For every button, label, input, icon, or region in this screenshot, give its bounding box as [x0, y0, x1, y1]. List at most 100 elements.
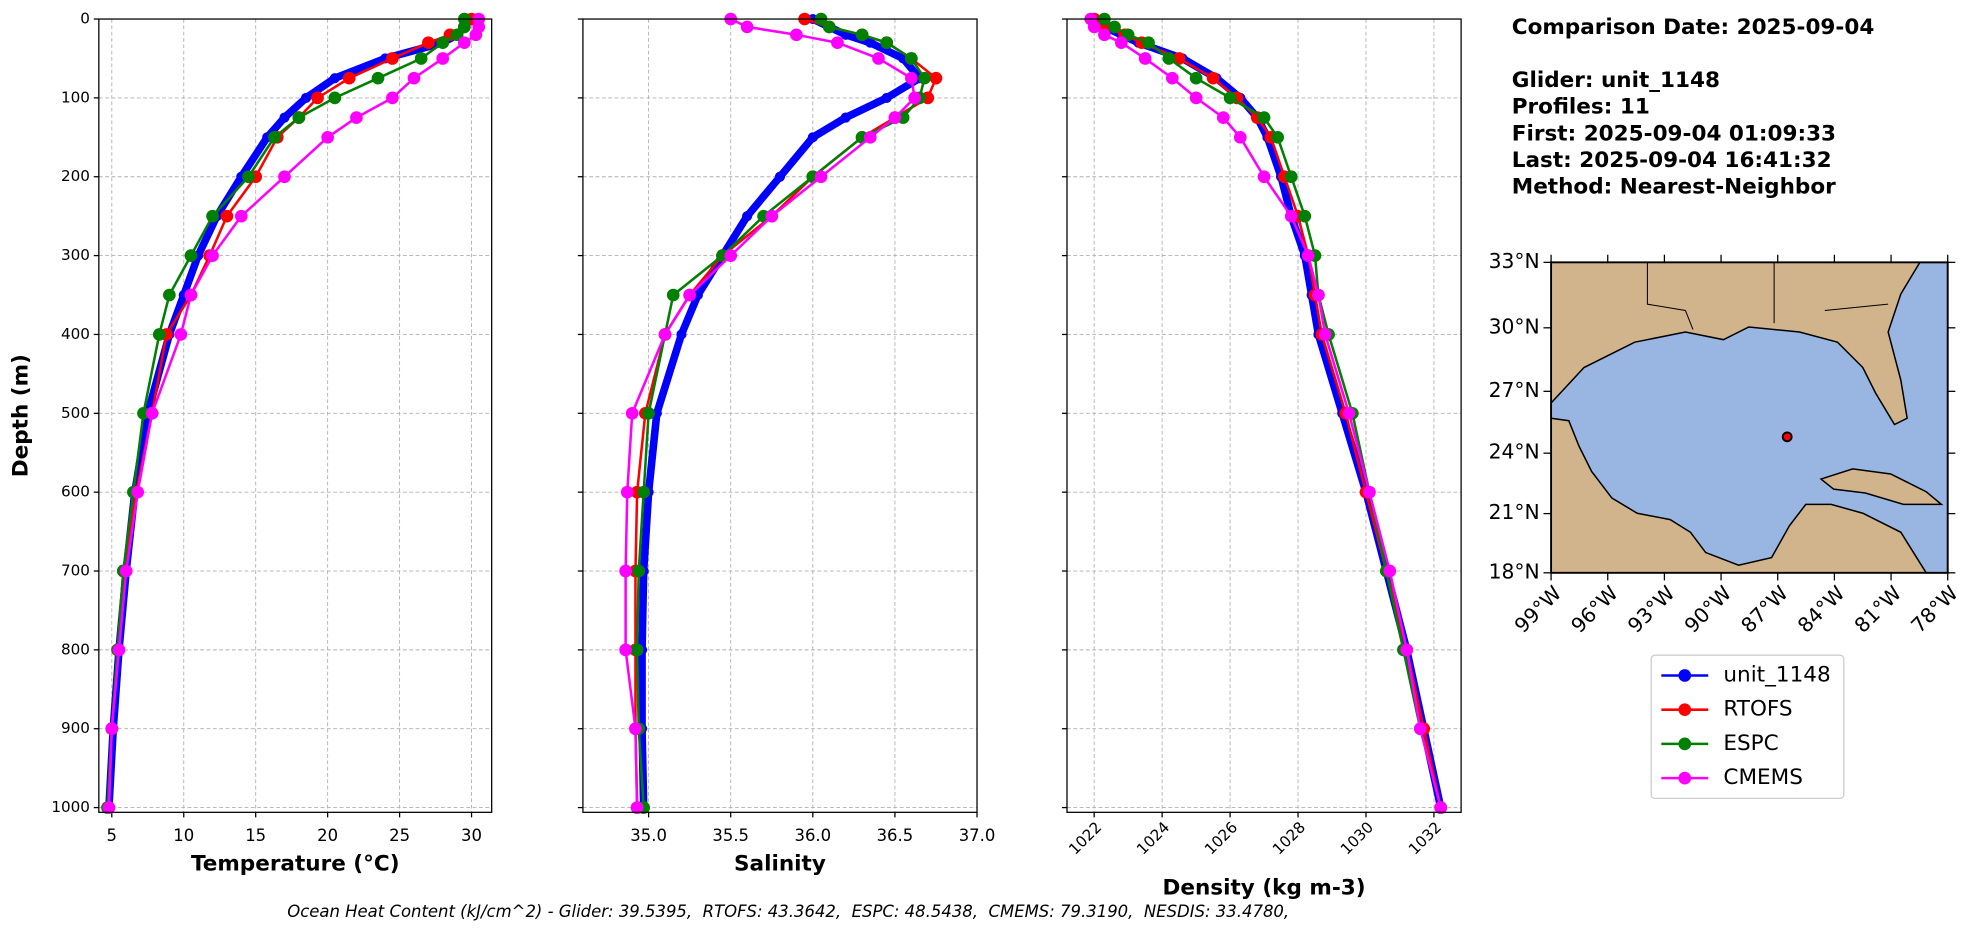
legend-label: ESPC	[1723, 731, 1778, 756]
profile-marker	[458, 36, 471, 50]
x-tick-label: 1022	[1065, 818, 1105, 858]
x-tick-label: 99°W	[1510, 581, 1567, 638]
legend-label: CMEMS	[1723, 765, 1802, 790]
y-tick-label: 400	[61, 325, 90, 343]
profile-marker	[666, 288, 680, 302]
profile-marker	[724, 249, 738, 262]
profile-marker	[1216, 111, 1230, 124]
profile-marker	[619, 564, 632, 578]
x-tick-label: 10	[173, 826, 194, 845]
border	[1824, 303, 1889, 312]
y-tick-label: 30°N	[1489, 314, 1540, 338]
profile-marker	[1298, 209, 1312, 223]
profile-marker	[220, 209, 234, 223]
profile-marker	[1284, 209, 1298, 223]
x-tick-label: 93°W	[1623, 581, 1680, 638]
profile-marker	[1434, 801, 1448, 814]
profile-marker	[807, 132, 818, 143]
profile-marker	[436, 36, 450, 50]
profile-marker	[881, 92, 892, 103]
profile-marker	[658, 328, 672, 341]
profile-marker	[676, 329, 687, 340]
profile-marker	[742, 211, 753, 222]
profile-marker	[619, 643, 632, 657]
profile-marker	[386, 52, 399, 65]
x-axis-label: Salinity	[734, 851, 826, 876]
profile-marker	[840, 112, 851, 123]
profile-marker	[1413, 722, 1427, 736]
y-tick-label: 300	[61, 246, 90, 264]
y-tick-label: 900	[61, 719, 90, 737]
x-tick-label: 78°W	[1906, 581, 1963, 638]
profile-marker	[102, 801, 116, 814]
profile-marker	[1172, 52, 1186, 65]
profile-marker	[888, 111, 902, 124]
y-tick-label: 27°N	[1489, 378, 1540, 402]
profile-marker	[620, 485, 634, 499]
profile-marker	[872, 52, 885, 65]
profile-marker	[1400, 643, 1414, 657]
profile-marker	[865, 37, 876, 48]
profile-marker	[1318, 328, 1332, 341]
map-frame	[1550, 261, 1949, 574]
info-line: First: 2025-09-04 01:09:33	[1512, 121, 1836, 146]
map-land	[1550, 261, 1949, 574]
cuba	[1819, 468, 1944, 506]
x-tick-label: 87°W	[1736, 581, 1793, 638]
x-tick-label: 37.0	[959, 826, 996, 845]
profile-marker	[422, 36, 435, 50]
profile-marker	[814, 170, 828, 184]
profile-marker	[311, 91, 324, 105]
profile-marker	[119, 564, 133, 578]
x-axis-label: Temperature (°C)	[191, 851, 400, 876]
legend-box	[1650, 654, 1845, 800]
y-tick-label: 1000	[51, 798, 90, 816]
profile-marker	[1189, 91, 1203, 105]
profile-marker	[918, 71, 931, 85]
profile-marker	[469, 28, 483, 42]
legend-marker	[1678, 771, 1692, 785]
legend-marker	[1678, 703, 1692, 717]
profile-marker	[642, 406, 655, 420]
profile-marker	[206, 209, 219, 223]
profile-marker	[371, 71, 385, 85]
profile-marker	[1257, 111, 1271, 124]
profile-marker	[1142, 36, 1155, 50]
profile-marker	[206, 249, 219, 262]
profile-marker	[184, 288, 198, 302]
info-line: Profiles: 11	[1512, 95, 1650, 120]
footer: Ocean Heat Content (kJ/cm^2) - Glider: 3…	[287, 902, 1289, 921]
profile-marker	[740, 20, 754, 34]
x-tick-label: 81°W	[1850, 581, 1907, 638]
profile-marker	[386, 91, 399, 105]
profile-marker	[414, 52, 428, 65]
y-tick-label: 33°N	[1489, 249, 1540, 273]
profile-marker	[929, 71, 943, 85]
y-tick-label: 800	[61, 640, 90, 658]
info-line: Method: Nearest-Neighbor	[1512, 175, 1836, 200]
profile-marker	[152, 328, 166, 341]
x-tick-label: 1026	[1201, 818, 1241, 858]
profile-marker	[1098, 28, 1111, 42]
profile-marker	[1312, 288, 1325, 302]
legend-label: unit_1148	[1723, 662, 1830, 687]
profile-marker	[350, 111, 363, 124]
profile-marker	[1206, 71, 1220, 85]
profile-marker	[863, 130, 877, 144]
x-tick-label: 96°W	[1566, 581, 1623, 638]
x-tick-label: 36.5	[877, 826, 914, 845]
profile-marker	[630, 801, 644, 814]
profile-line	[638, 15, 924, 808]
profile-marker	[880, 36, 894, 50]
profile-marker	[774, 171, 786, 182]
profile-line	[624, 17, 916, 808]
profile-marker	[1284, 170, 1298, 184]
profile-marker	[242, 170, 255, 184]
x-tick-label: 1028	[1269, 818, 1309, 858]
x-tick-label: 1030	[1337, 818, 1377, 858]
profile-marker	[112, 643, 126, 657]
profile-marker	[234, 209, 248, 223]
profile-marker	[1383, 564, 1397, 578]
profile-marker	[629, 722, 642, 736]
